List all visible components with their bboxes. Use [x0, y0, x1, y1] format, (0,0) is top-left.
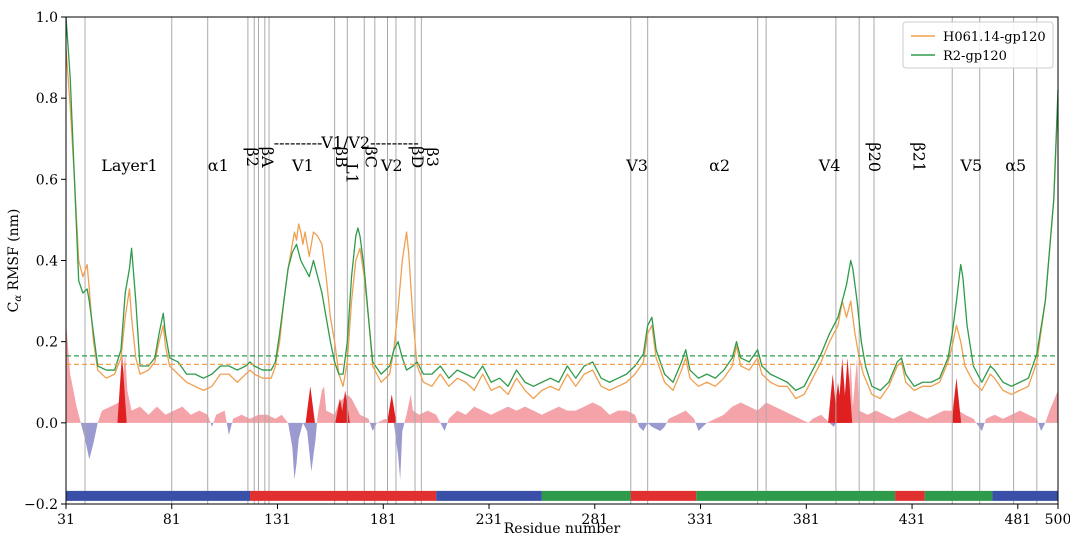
region-label: α2 [709, 156, 730, 175]
y-axis-title: Cα RMSF (nm) [6, 209, 24, 313]
region-label: βA [258, 147, 277, 168]
y-tick-label: −0.2 [24, 497, 58, 513]
legend-label-r2: R2-gp120 [943, 49, 1007, 64]
tick-labels: 31 81 131 181 231 281 331 381 431 481 500 −0.2 0.0 0.… [24, 10, 1070, 528]
x-tick-label: 81 [163, 512, 181, 528]
difference-area-layer [66, 321, 1058, 480]
domain-bar-segment [924, 490, 993, 501]
y-tick-label: 0.8 [36, 91, 58, 107]
domain-bar-segment [992, 490, 1058, 501]
region-label: α1 [208, 156, 229, 175]
domain-bar-segment [250, 490, 437, 501]
domain-bar-segment [541, 490, 631, 501]
strong-difference-spike [842, 357, 853, 423]
strong-difference-spikes [117, 353, 962, 423]
strong-difference-spike [387, 394, 397, 423]
region-label: V4 [818, 156, 841, 175]
strong-difference-spike [305, 386, 315, 423]
v1v2-bracket: ---------V1/V2--------- [274, 133, 419, 152]
domain-bar-segment [436, 490, 542, 501]
x-tick-label: 31 [57, 512, 75, 528]
region-label: β21 [909, 142, 928, 172]
region-label: β3 [423, 147, 442, 166]
y-tick-label: 0.4 [36, 254, 58, 270]
x-tick-label: 500 [1045, 512, 1070, 528]
x-tick-label: 231 [476, 512, 503, 528]
x-tick-label: 431 [899, 512, 926, 528]
domain-bar [66, 490, 1058, 501]
y-tick-label: 0.2 [36, 335, 58, 351]
region-label: βB [332, 147, 351, 168]
series-line-r2 [65, 16, 1059, 392]
legend-label-h061: H061.14-gp120 [943, 30, 1046, 45]
x-tick-label: 381 [793, 512, 820, 528]
series-lines [65, 16, 1059, 400]
region-label: V3 [625, 156, 648, 175]
plot-frame [65, 16, 1059, 505]
strong-difference-spike [951, 378, 962, 423]
x-axis-title: Residue number [504, 521, 621, 537]
y-tick-label: 1.0 [36, 10, 58, 26]
domain-bar-segment [630, 490, 697, 501]
domain-bar-segment [696, 490, 896, 501]
region-label: β2 [243, 147, 262, 166]
series-line-h061 [65, 49, 1059, 400]
x-tick-label: 481 [1004, 512, 1031, 528]
y-tick-label: 0.6 [36, 172, 58, 188]
negative-difference-area [66, 422, 1058, 480]
region-label: V1 [291, 156, 314, 175]
v1v2-bracket-label: ---------V1/V2--------- [274, 133, 419, 152]
region-label: βD [408, 146, 427, 168]
region-label: βC [362, 146, 381, 168]
region-label: β20 [865, 142, 884, 172]
domain-bar-segment [66, 490, 251, 501]
y-axis-title-rest: RMSF (nm) [6, 209, 22, 295]
region-label: α5 [1005, 156, 1026, 175]
legend-box [902, 21, 1054, 69]
region-label: V2 [380, 156, 403, 175]
x-tick-label: 331 [687, 512, 714, 528]
y-tick-label: 0.0 [36, 416, 58, 432]
axes [61, 16, 1059, 509]
region-label: Layer1 [101, 156, 158, 175]
y-axis-title-sub: α [13, 295, 24, 302]
domain-bar-segment [895, 490, 925, 501]
y-axis-title-main: C [6, 302, 22, 313]
x-tick-label: 131 [264, 512, 291, 528]
x-tick-label: 181 [370, 512, 397, 528]
legend: H061.14-gp120 R2-gp120 [902, 21, 1054, 69]
region-boundary-lines [84, 17, 1038, 504]
region-label: V5 [959, 156, 982, 175]
strong-difference-spike [117, 353, 127, 423]
x-tick-label: 281 [581, 512, 608, 528]
mean-lines [66, 355, 1058, 365]
region-label: L1 [343, 163, 362, 184]
